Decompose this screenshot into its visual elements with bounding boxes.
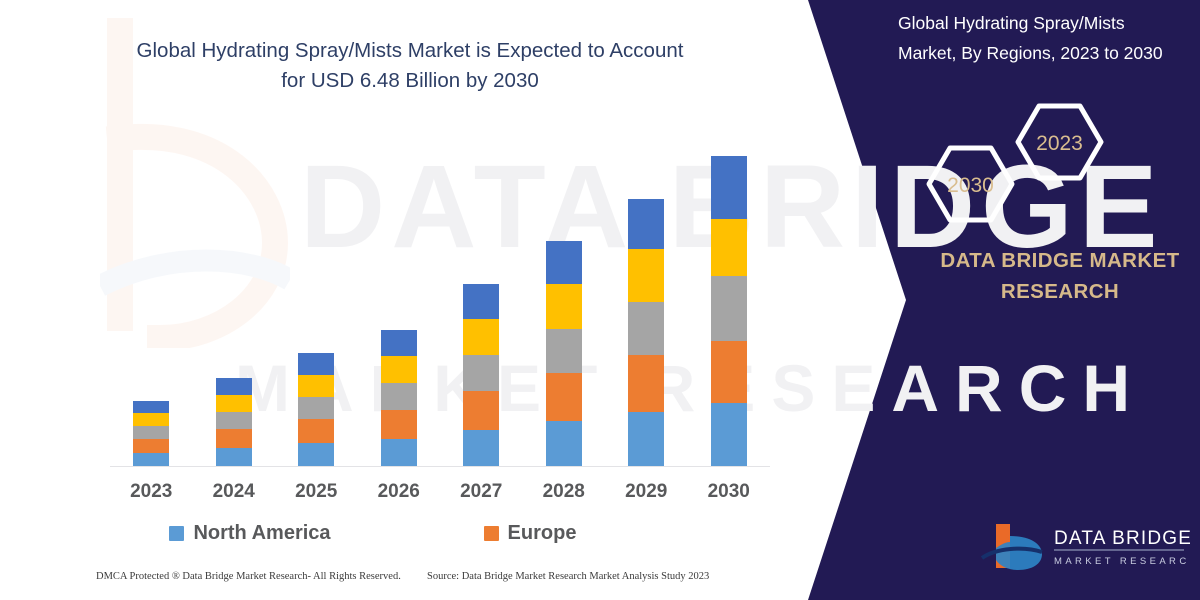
right-panel-brand: DATA BRIDGE MARKET RESEARCH — [920, 245, 1200, 307]
chart-baseline — [110, 465, 770, 467]
bar-group-2025 — [275, 130, 358, 466]
bar-segment — [298, 375, 335, 397]
brand-line-1: DATA BRIDGE MARKET — [940, 249, 1180, 272]
hexagon-badge-2030-shape — [926, 145, 1015, 223]
bar-group-2024 — [193, 130, 276, 466]
chart-bars — [110, 130, 770, 466]
bar-segment — [133, 439, 170, 453]
hexagon-year-badges: 2023 2030 — [920, 100, 1110, 230]
bar-segment — [215, 378, 252, 395]
bar-segment — [380, 383, 417, 410]
legend-swatch-icon — [483, 525, 499, 541]
hexagon-badge-2030-label: 2030 — [947, 174, 994, 197]
legend-swatch-icon — [169, 525, 185, 541]
data-bridge-logo[interactable]: DATA BRIDGE MARKET RESEARCH — [980, 518, 1190, 574]
legend-item-europe[interactable]: Europe — [390, 516, 670, 550]
bar-segment — [628, 249, 665, 302]
bar-segment — [463, 391, 500, 430]
bar-group-2029 — [605, 130, 688, 466]
bar-group-2027 — [440, 130, 523, 466]
footer: DMCA Protected ® Data Bridge Market Rese… — [0, 567, 790, 591]
stacked-bar — [545, 241, 582, 466]
bar-segment — [710, 341, 747, 403]
bar-segment — [628, 412, 665, 466]
bar-segment — [298, 353, 335, 375]
x-axis-tick-2030: 2030 — [707, 481, 750, 502]
stacked-bar — [710, 156, 747, 466]
bar-segment — [710, 276, 747, 341]
hexagon-badge-2023-label: 2023 — [1036, 132, 1083, 155]
bar-segment — [628, 355, 665, 412]
bar-group-2030 — [688, 130, 771, 466]
stacked-bar-chart — [110, 130, 770, 466]
bar-segment — [380, 439, 417, 466]
bar-segment — [380, 356, 417, 383]
bar-group-2026 — [358, 130, 441, 466]
x-axis-tick-2028: 2028 — [542, 481, 585, 502]
bar-segment — [628, 199, 665, 249]
stacked-bar — [463, 284, 500, 466]
bar-segment — [380, 330, 417, 356]
chart-x-axis: 2023 2024 2025 2026 2027 2028 2029 2030 — [110, 478, 770, 506]
bar-segment — [463, 284, 500, 319]
bar-segment — [463, 319, 500, 355]
bar-segment — [215, 395, 252, 412]
bar-segment — [133, 413, 170, 426]
bar-segment — [545, 329, 582, 373]
footer-dmca-text: DMCA Protected ® Data Bridge Market Rese… — [96, 571, 401, 582]
bar-segment — [215, 429, 252, 448]
bar-segment — [298, 419, 335, 443]
bar-segment — [133, 401, 170, 413]
bar-segment — [710, 156, 747, 219]
bar-segment — [628, 302, 665, 355]
x-axis-tick-2027: 2027 — [460, 481, 503, 502]
bar-segment — [215, 412, 252, 429]
brand-line-2: RESEARCH — [1000, 280, 1120, 303]
bar-segment — [545, 373, 582, 421]
x-axis-tick-2024: 2024 — [212, 481, 255, 502]
x-axis-tick-2026: 2026 — [377, 481, 420, 502]
x-axis-tick-2023: 2023 — [130, 481, 173, 502]
hexagon-badge-2023-shape — [1015, 103, 1104, 181]
x-axis-tick-2025: 2025 — [295, 481, 338, 502]
stacked-bar — [215, 378, 252, 466]
legend-label: North America — [193, 522, 331, 544]
bar-segment — [133, 453, 170, 466]
bar-segment — [298, 397, 335, 419]
right-panel-title-line-1: Global Hydrating Spray/Mists — [898, 13, 1125, 33]
legend-item-north-america[interactable]: North America — [110, 516, 390, 550]
chart-legend: North America Europe — [110, 516, 670, 550]
logo-mark-icon — [980, 524, 1043, 570]
right-panel-title-line-2: Market, By Regions, 2023 to 2030 — [898, 43, 1163, 63]
bar-segment — [710, 219, 747, 276]
bar-segment — [463, 430, 500, 466]
bar-segment — [298, 443, 335, 466]
bar-segment — [545, 241, 582, 284]
bar-segment — [545, 284, 582, 329]
bar-group-2023 — [110, 130, 193, 466]
bar-group-2028 — [523, 130, 606, 466]
logo-primary-text: DATA BRIDGE — [1054, 528, 1190, 549]
stacked-bar — [628, 199, 665, 466]
bar-segment — [545, 421, 582, 466]
logo-secondary-text: MARKET RESEARCH — [1054, 556, 1190, 567]
right-panel-title: Global Hydrating Spray/Mists Market, By … — [898, 8, 1190, 68]
stacked-bar — [133, 401, 170, 466]
bar-segment — [463, 355, 500, 391]
stacked-bar — [380, 330, 417, 466]
footer-source-text: Source: Data Bridge Market Research Mark… — [427, 571, 710, 582]
bar-segment — [133, 426, 170, 439]
legend-label: Europe — [507, 522, 577, 544]
chart-title-line-2: for USD 6.48 Billion by 2030 — [281, 69, 539, 92]
x-axis-tick-2029: 2029 — [625, 481, 668, 502]
bar-segment — [215, 448, 252, 466]
bar-segment — [710, 403, 747, 466]
bar-segment — [380, 410, 417, 439]
stacked-bar — [298, 353, 335, 466]
